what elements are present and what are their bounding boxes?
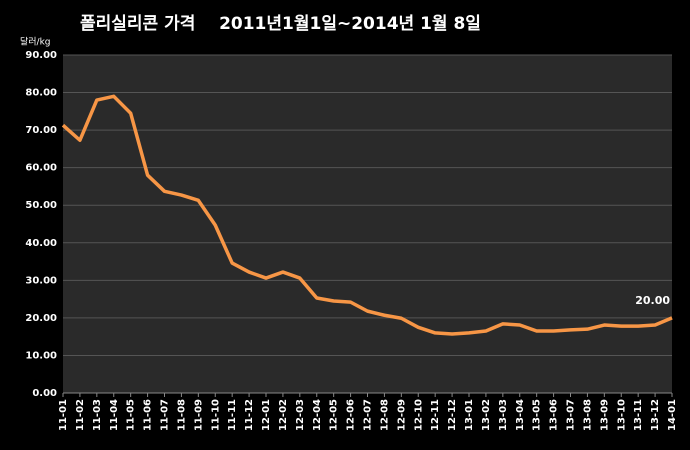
x-tick-label: 13-01 <box>464 399 475 431</box>
x-tick-label: 12-01 <box>261 399 272 431</box>
data-label: 20.00 <box>635 294 670 307</box>
x-tick-label: 12-08 <box>379 399 390 431</box>
plot-area <box>63 55 672 393</box>
y-axis-label: 달러/kg <box>20 36 51 48</box>
x-tick-label: 13-12 <box>650 399 661 431</box>
chart-title: 폴리실리콘 가격 2011년1월1일~2014년 1월 8일 <box>80 14 481 34</box>
x-tick-label: 11-12 <box>244 399 255 431</box>
x-tick-label: 13-05 <box>532 399 543 431</box>
y-tick-label: 20.00 <box>25 313 57 324</box>
x-tick-label: 13-06 <box>549 399 560 431</box>
x-tick-label: 11-07 <box>160 399 171 431</box>
x-tick-label: 14-01 <box>667 399 678 431</box>
y-tick-label: 50.00 <box>25 200 57 211</box>
x-tick-label: 11-08 <box>176 399 187 431</box>
x-tick-label: 12-12 <box>447 399 458 431</box>
x-tick-label: 11-04 <box>109 399 120 431</box>
x-tick-label: 11-01 <box>58 399 69 431</box>
x-tick-label: 11-06 <box>143 399 154 431</box>
y-tick-label: 70.00 <box>25 125 57 136</box>
x-tick-label: 12-11 <box>430 399 441 431</box>
x-tick-label: 13-10 <box>616 399 627 431</box>
y-tick-label: 90.00 <box>25 50 57 61</box>
x-tick-label: 13-03 <box>498 399 509 431</box>
x-tick-label: 11-09 <box>193 399 204 431</box>
y-tick-label: 30.00 <box>25 275 57 286</box>
x-tick-label: 13-08 <box>582 399 593 431</box>
x-tick-label: 12-03 <box>295 399 306 431</box>
line <box>61 94 673 336</box>
x-tick-label: 13-09 <box>599 399 610 431</box>
y-tick-label: 80.00 <box>25 88 57 99</box>
x-tick-label: 13-02 <box>481 399 492 431</box>
x-tick-label: 13-04 <box>515 399 526 431</box>
y-tick-label: 10.00 <box>25 350 57 361</box>
x-tick-label: 12-04 <box>312 399 323 431</box>
x-tick-label: 11-05 <box>126 399 137 431</box>
x-tick-label: 13-11 <box>633 399 644 431</box>
x-tick-label: 11-11 <box>227 399 238 431</box>
x-tick-label: 11-03 <box>92 399 103 431</box>
x-tick-label: 12-05 <box>329 399 340 431</box>
x-tick-label: 13-07 <box>566 399 577 431</box>
x-tick-label: 11-10 <box>210 399 221 431</box>
y-tick-label: 40.00 <box>25 238 57 249</box>
x-tick-label: 12-07 <box>363 399 374 431</box>
x-tick-label: 12-09 <box>396 399 407 431</box>
x-tick-label: 12-02 <box>278 399 289 431</box>
x-tick-label: 11-02 <box>75 399 86 431</box>
x-tick-label: 12-06 <box>346 399 357 431</box>
y-tick-label: 60.00 <box>25 163 57 174</box>
y-tick-label: 0.00 <box>32 388 57 399</box>
x-tick-label: 12-10 <box>413 399 424 431</box>
